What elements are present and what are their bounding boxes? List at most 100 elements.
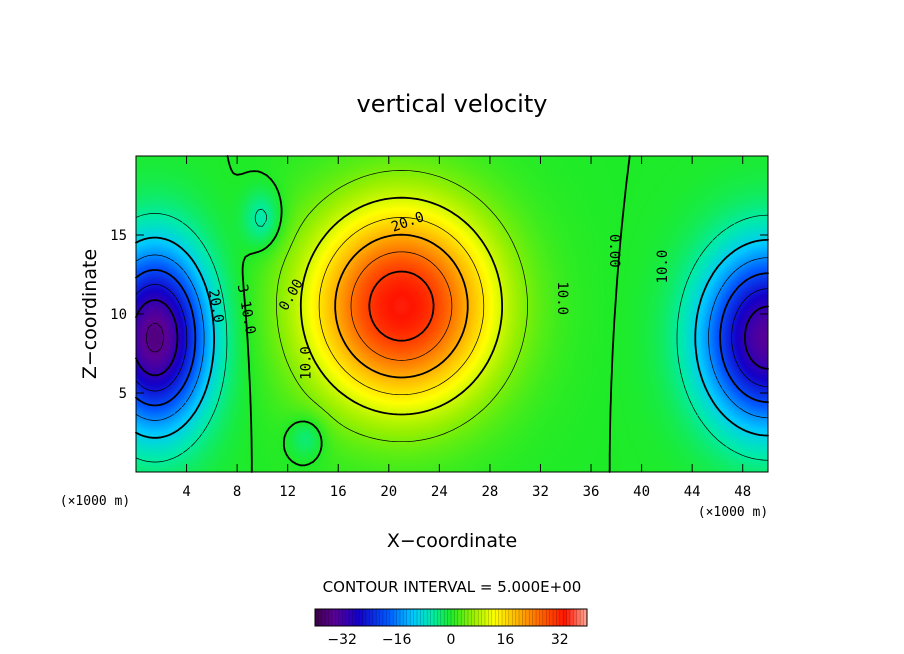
colorbar-swatch — [549, 609, 554, 626]
colorbar-swatch — [430, 609, 435, 626]
colorbar-swatch — [576, 609, 581, 626]
x-tick-label: 32 — [532, 484, 549, 500]
colorbar-swatch — [454, 609, 459, 626]
colorbar-swatch — [321, 609, 326, 626]
colorbar-frame — [314, 608, 588, 627]
contour-line — [135, 299, 769, 377]
contour-label: 0.00 — [606, 234, 622, 268]
x-tick-label: 12 — [279, 484, 296, 500]
colorbar-swatch — [529, 609, 533, 626]
colorbar-swatch — [315, 609, 319, 626]
colorbar-swatch — [345, 609, 350, 626]
colorbar-swatch — [403, 609, 408, 626]
x-tick-label: 48 — [734, 484, 751, 500]
colorbar-swatch — [580, 609, 584, 626]
colorbar-swatch — [505, 609, 510, 626]
colorbar-swatch — [570, 609, 574, 626]
colorbar-swatch — [383, 609, 387, 626]
colorbar-swatch — [420, 609, 425, 626]
colorbar-ticks: −32 −16 0 16 32 — [327, 632, 568, 648]
colorbar-swatch — [481, 609, 486, 626]
colorbar-swatch — [396, 609, 401, 626]
y-axis-ticks: 5 10 15 — [110, 228, 768, 402]
colorbar-swatch — [478, 609, 482, 626]
colorbar-swatch — [423, 609, 428, 626]
contour-label: 10.0 — [554, 281, 570, 315]
x-tick-label: 24 — [431, 484, 448, 500]
x-unit-right: (×1000 m) — [698, 505, 768, 520]
colorbar-swatch — [427, 609, 431, 626]
colorbar-swatch — [393, 609, 397, 626]
colorbar-swatch — [342, 609, 346, 626]
colorbar-tick-label: −32 — [327, 632, 357, 648]
colorbar-swatch — [410, 609, 414, 626]
colorbar-swatch — [536, 609, 540, 626]
colorbar-swatch — [563, 609, 567, 626]
contour-line — [135, 284, 769, 392]
colorbar-swatch — [362, 609, 367, 626]
colorbar-swatch — [495, 609, 499, 626]
colorbar-swatch — [546, 609, 550, 626]
contour-label: 20.0 — [205, 288, 227, 324]
y-tick-label: 15 — [110, 228, 127, 244]
contour-label: 10.0 — [655, 250, 671, 284]
colorbar-swatch — [413, 609, 418, 626]
x-unit-left: (×1000 m) — [60, 494, 130, 509]
colorbar-swatch — [372, 609, 377, 626]
contour-line — [135, 236, 769, 439]
colorbar-swatch — [515, 609, 520, 626]
colorbar-swatch — [447, 609, 452, 626]
contour-line — [226, 155, 631, 473]
heatmap-field — [136, 156, 768, 472]
colorbar-swatch — [451, 609, 455, 626]
colorbar-swatch — [389, 609, 394, 626]
colorbar-swatch — [352, 609, 357, 626]
colorbar-swatch — [318, 609, 323, 626]
colorbar — [314, 608, 588, 627]
colorbar-swatch — [355, 609, 360, 626]
colorbar-swatch — [406, 609, 411, 626]
contour-line — [318, 217, 485, 396]
colorbar-swatch — [468, 609, 472, 626]
colorbar-swatch — [474, 609, 479, 626]
colorbar-swatch — [556, 609, 561, 626]
colorbar-swatch — [542, 609, 547, 626]
x-tick-label: 20 — [380, 484, 397, 500]
colorbar-swatch — [471, 609, 476, 626]
colorbar-swatch — [332, 609, 336, 626]
x-tick-label: 16 — [330, 484, 347, 500]
contour-interval-text: CONTOUR INTERVAL = 5.000E+00 — [323, 578, 582, 596]
colorbar-swatch — [417, 609, 421, 626]
contour-line — [276, 170, 528, 443]
y-tick-label: 10 — [110, 307, 127, 323]
x-axis-label: X−coordinate — [387, 530, 517, 552]
x-tick-label: 4 — [182, 484, 190, 500]
contour-label: 10.0 — [299, 346, 315, 380]
x-tick-label: 44 — [684, 484, 701, 500]
colorbar-swatch — [522, 609, 527, 626]
y-axis-label: Z−coordinate — [79, 249, 101, 379]
contour-line — [368, 270, 435, 342]
colorbar-swatch — [566, 609, 571, 626]
colorbar-swatch — [369, 609, 374, 626]
x-tick-label: 8 — [233, 484, 241, 500]
colorbar-swatch — [525, 609, 530, 626]
x-tick-label: 28 — [481, 484, 498, 500]
colorbar-swatch — [328, 609, 333, 626]
colorbar-swatch — [539, 609, 544, 626]
colorbar-swatch — [437, 609, 442, 626]
contour-line — [146, 323, 164, 353]
chart-title: vertical velocity — [357, 90, 548, 118]
colorbar-swatch — [386, 609, 391, 626]
colorbar-swatch — [508, 609, 513, 626]
contour-lines — [135, 155, 769, 473]
y-tick-label: 5 — [119, 386, 127, 402]
colorbar-swatch — [338, 609, 343, 626]
x-tick-label: 40 — [633, 484, 650, 500]
contour-line — [135, 208, 769, 463]
colorbar-swatch — [512, 609, 516, 626]
colorbar-swatch — [349, 609, 353, 626]
x-axis-ticks: 4 8 12 16 20 24 28 32 36 40 44 48 — [182, 156, 751, 500]
